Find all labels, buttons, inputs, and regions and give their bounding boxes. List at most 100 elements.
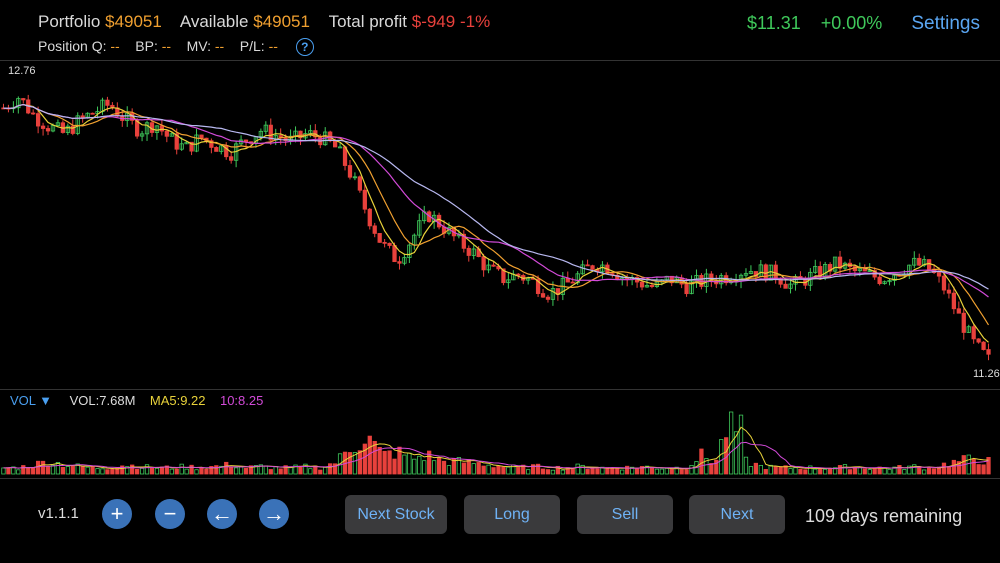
volume-bar bbox=[887, 468, 892, 475]
candle-body bbox=[402, 257, 407, 264]
volume-chart[interactable] bbox=[0, 408, 1000, 478]
volume-bar bbox=[248, 465, 254, 475]
vol-toggle-button[interactable]: VOL ▼ bbox=[10, 393, 53, 408]
settings-button[interactable]: Settings bbox=[911, 13, 980, 34]
volume-bar bbox=[714, 459, 719, 475]
candle-body bbox=[55, 122, 61, 126]
volume-bar bbox=[31, 467, 36, 475]
volume-bar bbox=[159, 466, 165, 475]
help-icon[interactable]: ? bbox=[295, 38, 314, 57]
long-button[interactable]: Long bbox=[464, 495, 560, 534]
volume-bar bbox=[580, 464, 585, 475]
volume-bar bbox=[951, 459, 957, 475]
volume-bar bbox=[357, 450, 363, 475]
volume-bar bbox=[535, 463, 541, 475]
volume-bar bbox=[808, 465, 813, 475]
candle-body bbox=[689, 280, 694, 295]
volume-bar bbox=[570, 467, 575, 475]
candle-body bbox=[352, 176, 358, 179]
candle-body bbox=[387, 242, 392, 246]
volume-bar bbox=[214, 465, 219, 475]
candle-body bbox=[481, 256, 486, 271]
volume-bar bbox=[179, 463, 184, 475]
volume-bar bbox=[154, 467, 160, 475]
candle-body bbox=[347, 165, 353, 178]
candle-body bbox=[209, 140, 214, 148]
candle-body bbox=[580, 264, 585, 275]
candle-body bbox=[80, 115, 85, 118]
volume-bar bbox=[778, 466, 783, 475]
available-label: Available bbox=[179, 12, 249, 31]
volume-bar bbox=[496, 465, 501, 475]
volume-bar bbox=[644, 465, 650, 475]
volume-bar bbox=[461, 462, 466, 475]
volume-bar bbox=[407, 452, 412, 475]
candle-body bbox=[941, 275, 947, 291]
zoom-out-button[interactable]: − bbox=[155, 499, 185, 529]
scroll-forward-button[interactable]: → bbox=[259, 499, 289, 529]
volume-bar bbox=[125, 466, 130, 475]
volume-bar bbox=[758, 464, 763, 475]
candle-body bbox=[986, 349, 991, 355]
zoom-in-button[interactable]: + bbox=[102, 499, 132, 529]
candle-body bbox=[491, 264, 496, 267]
candle-body bbox=[976, 338, 981, 343]
volume-bar bbox=[318, 469, 323, 475]
price-low-label: 11.26 bbox=[973, 368, 1000, 380]
candle-body bbox=[857, 268, 862, 272]
volume-bar bbox=[144, 464, 150, 475]
candle-body bbox=[105, 99, 110, 106]
candle-body bbox=[362, 189, 367, 210]
position-q-label: Position Q: bbox=[38, 38, 107, 54]
volume-bar bbox=[922, 469, 927, 475]
price-high-label: 12.76 bbox=[8, 65, 36, 77]
candle-body bbox=[882, 281, 887, 285]
candle-body bbox=[545, 296, 551, 300]
volume-bar bbox=[481, 465, 486, 475]
volume-bar bbox=[595, 468, 600, 475]
ma10-line bbox=[3, 103, 990, 326]
volume-bar bbox=[610, 467, 615, 475]
volume-bar bbox=[45, 466, 51, 475]
candle-body bbox=[981, 341, 986, 350]
volume-bar bbox=[862, 468, 867, 475]
current-price: $11.31 bbox=[747, 13, 801, 33]
bp-label: BP: bbox=[135, 38, 158, 54]
candle-body bbox=[471, 248, 476, 256]
volume-bar bbox=[75, 463, 80, 475]
volume-bar bbox=[471, 463, 476, 475]
candle-body bbox=[788, 283, 793, 289]
candle-body bbox=[644, 284, 650, 288]
volume-bar bbox=[209, 466, 214, 475]
candle-body bbox=[535, 278, 541, 294]
volume-bar bbox=[174, 468, 179, 475]
volume-bar bbox=[130, 464, 135, 475]
volume-bar bbox=[397, 446, 402, 475]
next-stock-button[interactable]: Next Stock bbox=[345, 495, 447, 534]
volume-bar bbox=[476, 462, 481, 475]
price-chart[interactable] bbox=[0, 60, 1000, 390]
volume-bar bbox=[263, 465, 268, 475]
volume-bar bbox=[441, 460, 447, 475]
mv-label: MV: bbox=[186, 38, 211, 54]
candle-body bbox=[332, 140, 338, 148]
candle-body bbox=[912, 257, 917, 266]
next-button[interactable]: Next bbox=[689, 495, 785, 534]
volume-bar bbox=[139, 467, 145, 475]
volume-bar bbox=[332, 463, 338, 475]
candle-body bbox=[417, 220, 422, 236]
candle-body bbox=[70, 125, 75, 134]
volume-bar bbox=[709, 463, 714, 475]
volume-bar bbox=[526, 469, 531, 475]
candle-body bbox=[377, 233, 382, 243]
candle-body bbox=[179, 143, 184, 150]
candle-body bbox=[827, 264, 833, 272]
sell-button[interactable]: Sell bbox=[577, 495, 673, 534]
volume-bar bbox=[793, 467, 798, 475]
mv-value: -- bbox=[214, 38, 225, 54]
candle-body bbox=[367, 208, 372, 227]
scroll-back-button[interactable]: ← bbox=[207, 499, 237, 529]
pl-value: -- bbox=[268, 38, 278, 54]
candle-body bbox=[506, 279, 511, 284]
candle-body bbox=[862, 268, 867, 272]
